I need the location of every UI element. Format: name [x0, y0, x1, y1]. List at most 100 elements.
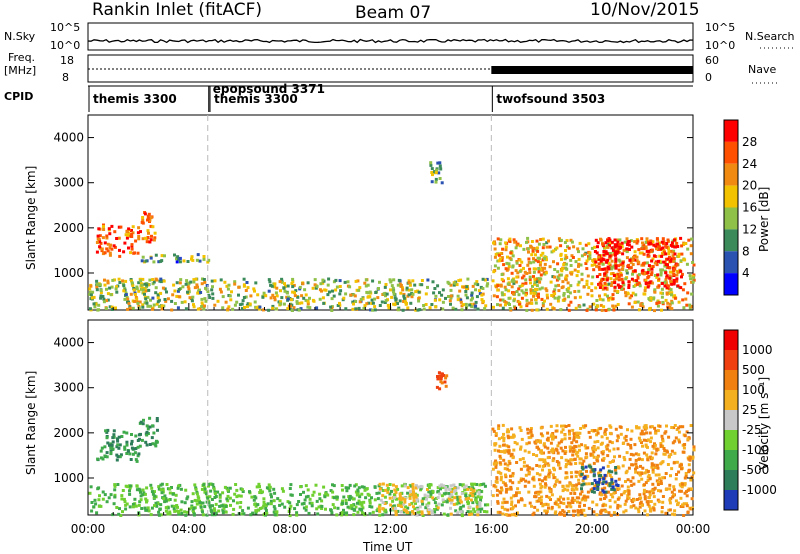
data-cell [141, 305, 145, 309]
data-cell [545, 293, 549, 297]
data-cell [585, 455, 589, 459]
data-cell [690, 237, 694, 241]
data-cell [606, 454, 610, 458]
data-cell [611, 248, 615, 252]
data-cell [96, 234, 100, 238]
data-cell [557, 463, 561, 467]
data-cell [560, 286, 564, 290]
data-cell [559, 501, 563, 505]
data-cell [125, 236, 129, 240]
data-cell [660, 461, 664, 465]
data-cell [522, 274, 526, 278]
data-cell [675, 428, 679, 431]
data-cell [690, 280, 694, 284]
data-cell [520, 498, 524, 502]
data-cell [141, 216, 145, 219]
data-cell [270, 284, 274, 288]
data-cell [102, 300, 106, 304]
data-cell [245, 281, 249, 284]
data-cell [506, 255, 509, 259]
data-cell [661, 291, 664, 295]
data-cell [286, 307, 290, 311]
data-cell [509, 485, 513, 489]
data-cell [242, 284, 246, 288]
data-cell [147, 288, 151, 292]
data-cell [602, 253, 606, 257]
data-cell [447, 295, 450, 298]
data-cell [370, 505, 374, 509]
data-cell [312, 490, 316, 494]
data-cell [135, 285, 139, 289]
data-cell [124, 293, 128, 297]
data-cell [675, 473, 678, 476]
data-cell [524, 473, 528, 477]
data-cell [512, 238, 516, 242]
data-cell [145, 430, 149, 434]
data-cell [596, 459, 600, 463]
data-cell [648, 490, 652, 494]
data-cell [538, 280, 542, 284]
data-cell [645, 468, 649, 472]
freq-label: Freq. [8, 51, 35, 64]
data-cell [619, 425, 623, 429]
data-cell [599, 497, 603, 501]
data-cell [601, 262, 605, 266]
data-cell [117, 435, 121, 439]
data-cell [649, 455, 653, 459]
data-cell [411, 482, 415, 486]
data-cell [368, 512, 372, 516]
data-cell [200, 297, 204, 301]
data-cell [602, 250, 606, 253]
data-cell [218, 287, 222, 291]
data-cell [550, 433, 554, 437]
data-cell [557, 505, 561, 509]
data-cell [279, 300, 283, 304]
data-cell [103, 454, 107, 458]
data-cell [190, 255, 194, 259]
data-cell [320, 507, 324, 510]
data-cell [378, 487, 382, 491]
data-cell [657, 259, 660, 263]
data-cell [613, 278, 617, 282]
data-cell [333, 506, 337, 510]
data-cell [617, 264, 621, 268]
data-cell [268, 489, 272, 493]
data-cell [264, 509, 268, 512]
data-cell [321, 278, 325, 282]
data-cell [684, 297, 688, 301]
data-cell [499, 475, 503, 479]
data-cell [335, 285, 339, 289]
data-cell [354, 307, 358, 311]
data-cell [529, 281, 532, 285]
data-cell [677, 470, 681, 474]
data-cell [440, 483, 444, 487]
data-cell [116, 437, 119, 441]
data-cell [152, 431, 156, 435]
data-cell [518, 285, 522, 289]
data-cell [388, 278, 392, 282]
data-cell [639, 496, 643, 500]
data-cell [308, 296, 311, 300]
data-cell [90, 501, 94, 504]
data-cell [214, 511, 218, 515]
data-cell [614, 266, 618, 270]
data-cell [601, 298, 605, 302]
data-cell [618, 285, 622, 288]
data-cell [634, 458, 638, 462]
data-cell [560, 438, 564, 442]
data-cell [157, 487, 161, 491]
data-cell [400, 510, 403, 514]
data-cell [573, 444, 577, 448]
data-cell [104, 307, 108, 310]
data-cell [298, 285, 302, 289]
data-cell [139, 498, 143, 502]
data-cell [159, 483, 163, 487]
data-cell [106, 298, 110, 302]
data-cell [664, 511, 668, 515]
data-cell [529, 427, 533, 430]
data-cell [655, 247, 658, 251]
data-cell [258, 307, 262, 311]
data-cell [474, 498, 478, 502]
data-cell [348, 506, 352, 510]
data-cell [656, 273, 660, 277]
